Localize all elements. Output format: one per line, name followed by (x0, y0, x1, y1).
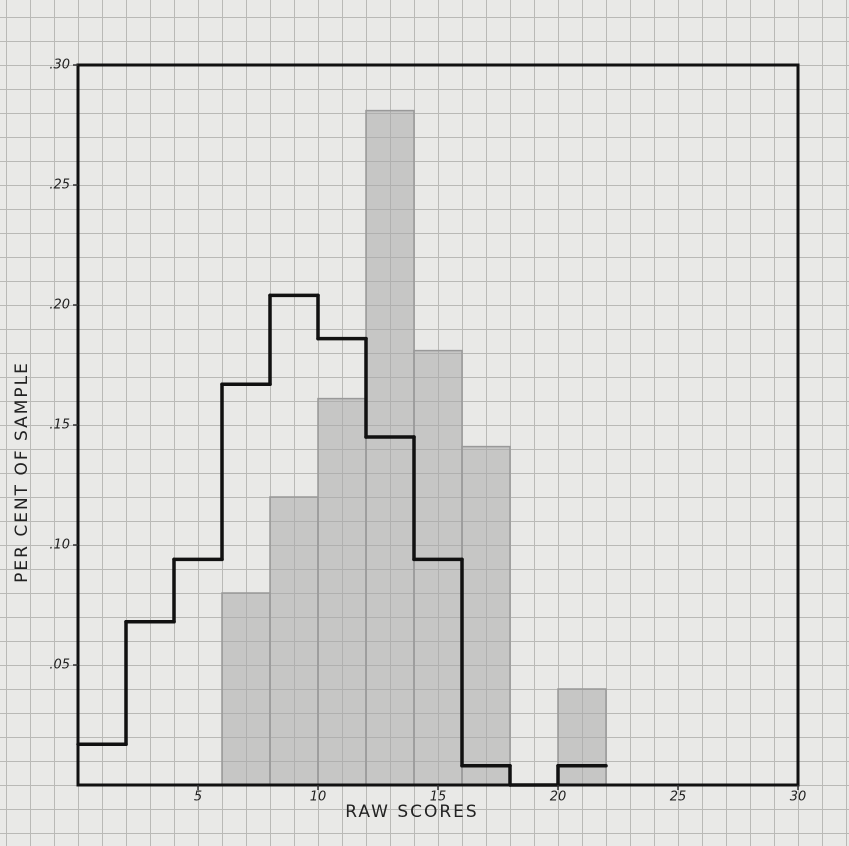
histogram-bar (270, 497, 318, 785)
y-tick-label: .25 (49, 178, 70, 193)
y-tick-label: .10 (49, 538, 70, 553)
histogram-bar (558, 689, 606, 785)
histogram-bar (414, 351, 462, 785)
x-tick-label: 25 (670, 790, 687, 805)
x-tick-label: 30 (790, 790, 807, 805)
x-tick-label: 5 (194, 790, 202, 805)
page: RAW SCORES PER CENT OF SAMPLE .05 .10 .15.… (0, 0, 849, 846)
histogram-bar (222, 593, 270, 785)
x-tick-label: 10 (310, 790, 327, 805)
histogram-bar (462, 447, 510, 785)
histogram-bar (318, 399, 366, 785)
x-axis-label: RAW SCORES (345, 802, 478, 822)
y-tick-label: .15 (49, 418, 70, 433)
y-tick-label: .05 (49, 658, 70, 673)
y-tick-label: .20 (49, 298, 70, 313)
y-tick-label: .30 (49, 58, 70, 73)
x-tick-label: 20 (550, 790, 567, 805)
chart: RAW SCORES PER CENT OF SAMPLE .05 .10 .15.… (0, 0, 849, 846)
histogram-bar (366, 111, 414, 785)
y-axis-label: PER CENT OF SAMPLE (12, 361, 32, 583)
x-tick-label: 15 (430, 790, 447, 805)
